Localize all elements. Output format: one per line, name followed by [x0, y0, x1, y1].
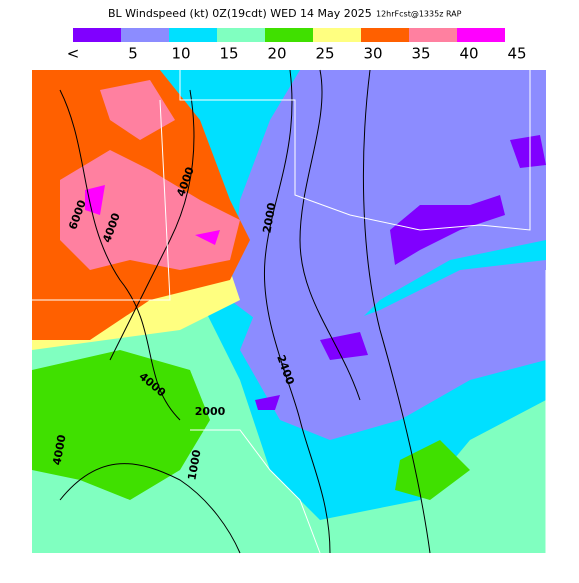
legend-swatch [361, 28, 409, 42]
region-45 [195, 230, 220, 245]
legend-label: 10 [171, 45, 190, 63]
contour-label: 2000 [260, 201, 278, 234]
contours [59, 69, 431, 554]
region-lt5 [390, 195, 505, 265]
region-20b [395, 440, 470, 500]
contour-label: 2000 [195, 405, 226, 418]
legend-label: 45 [507, 45, 526, 63]
legend-label: 15 [219, 45, 238, 63]
state-borders [32, 70, 547, 554]
legend-label: 30 [363, 45, 382, 63]
legend-label: 40 [459, 45, 478, 63]
region-40 [85, 185, 105, 215]
region-35b [100, 80, 175, 140]
region-5 [240, 260, 546, 440]
region-lt5d [255, 395, 280, 410]
legend-swatch [457, 28, 505, 42]
legend-swatch [73, 28, 121, 42]
region-20 [32, 350, 210, 500]
legend-label: 25 [315, 45, 334, 63]
legend-label: 35 [411, 45, 430, 63]
contour-label: 1000 [185, 448, 203, 481]
legend: <5 10 15 20 25 30 35 40 45 [67, 28, 527, 63]
legend-swatch [313, 28, 361, 42]
legend-swatch [409, 28, 457, 42]
region-35 [60, 150, 240, 270]
legend-swatch [169, 28, 217, 42]
legend-swatch [265, 28, 313, 42]
legend-label: 20 [267, 45, 286, 63]
contour-label: 4000 [50, 433, 68, 466]
subtitle: 12hrFcst@1335z RAP [376, 10, 462, 19]
region-lt5b [510, 135, 546, 168]
legend-swatch [121, 28, 169, 42]
legend-label: < [67, 45, 80, 63]
legend-swatch [217, 28, 265, 42]
legend-label: 5 [128, 45, 138, 63]
title: BL Windspeed (kt) 0Z(19cdt) WED 14 May 2… [108, 7, 372, 20]
